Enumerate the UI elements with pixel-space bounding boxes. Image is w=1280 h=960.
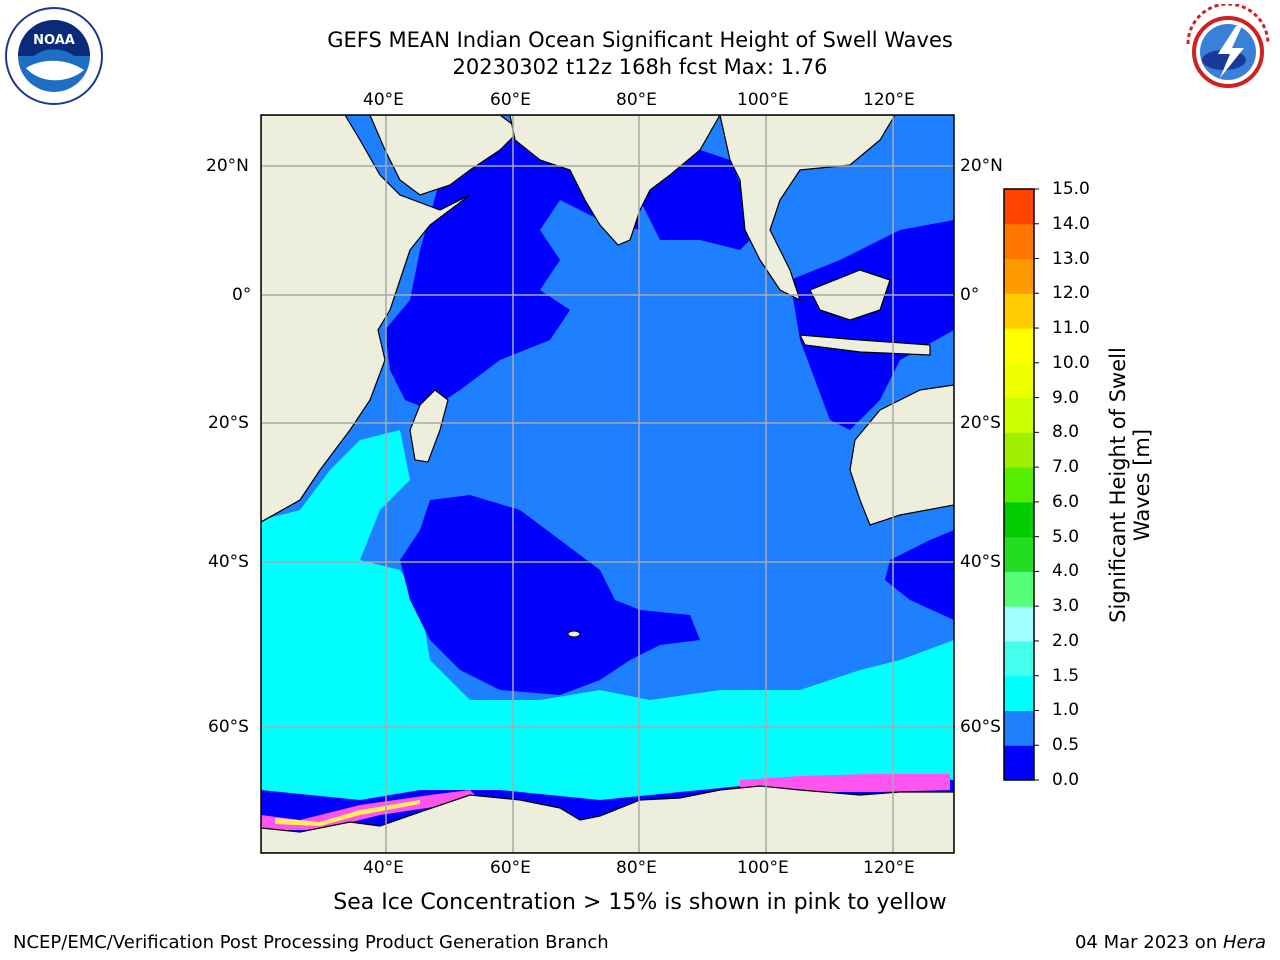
colorbar-segment (1004, 362, 1034, 399)
lon-label-bottom-40e: 40°E (363, 858, 404, 878)
colorbar-tick-label: 2.0 (1052, 630, 1080, 651)
colorbar-segment (1004, 258, 1034, 294)
land-africa (261, 115, 471, 523)
colorbar-tick-label: 7.0 (1052, 457, 1080, 478)
colorbar-tick-label: 3.0 (1052, 596, 1080, 617)
colorbar-tick-label: 5.0 (1052, 526, 1080, 547)
land-antarctica (261, 785, 954, 853)
colorbar-tick-label: 0.5 (1052, 735, 1080, 756)
land-se-asia (719, 115, 896, 302)
lat-label-left-60s: 60°S (208, 717, 249, 737)
colorbar-segment (1004, 606, 1034, 642)
colorbar-tick-label: 14.0 (1052, 213, 1090, 234)
colorbar-segment (1004, 640, 1034, 677)
lat-label-right-20n: 20°N (960, 156, 1003, 176)
swell-field (261, 115, 954, 853)
footer-machine: Hera (1222, 932, 1266, 953)
colorbar-segment (1004, 745, 1034, 781)
colorbar-tick-label: 13.0 (1052, 248, 1090, 269)
lon-label-top-40e: 40°E (363, 90, 404, 110)
colorbar-tick-label: 12.0 (1052, 283, 1090, 304)
colorbar-tick-label: 8.0 (1052, 422, 1080, 443)
colorbar-segment (1004, 223, 1034, 260)
lat-label-right-40s: 40°S (960, 552, 1001, 572)
colorbar-segment (1004, 397, 1034, 433)
lon-label-top-80e: 80°E (616, 90, 657, 110)
lon-label-top-100e: 100°E (737, 90, 789, 110)
colorbar-tick-label: 0.0 (1052, 770, 1080, 790)
land-australia (849, 384, 954, 526)
colorbar-tick-label: 1.5 (1052, 665, 1080, 686)
colorbar-segment (1004, 675, 1034, 711)
colorbar-frame (1003, 188, 1035, 781)
footer-branch: NCEP/EMC/Verification Post Processing Pr… (13, 932, 609, 953)
colorbar (1003, 188, 1039, 781)
ocean-deep-east (790, 220, 954, 430)
colorbar-label-line2: Waves [m] (1130, 428, 1154, 542)
colorbar-label-line1: Significant Height of Swell (1106, 347, 1130, 623)
lat-label-right-0: 0° (960, 285, 980, 305)
land-arabia (369, 115, 521, 196)
lat-label-right-20s: 20°S (960, 413, 1001, 433)
graticule (261, 115, 954, 853)
colorbar-segment (1004, 467, 1034, 503)
map-subtitle: 20230302 t12z 168h fcst Max: 1.76 (452, 55, 828, 79)
colorbar-segment (1004, 501, 1034, 538)
lat-label-right-60s: 60°S (960, 717, 1001, 737)
lat-label-left-20n: 20°N (206, 156, 249, 176)
colorbar-tick-label: 15.0 (1052, 179, 1090, 199)
ocean-deep-east-south (885, 530, 954, 620)
noaa-logo: NOAA (4, 6, 104, 106)
land-madagascar (409, 389, 449, 463)
footer-date-text: 04 Mar 2023 on (1074, 932, 1223, 953)
lat-label-left-20s: 20°S (208, 413, 249, 433)
noaa-logo-text: NOAA (33, 33, 75, 48)
lat-label-left-0: 0° (232, 285, 252, 305)
colorbar-segment (1004, 189, 1034, 225)
ocean-cyan-region (261, 430, 954, 853)
lon-label-bottom-60e: 60°E (490, 858, 531, 878)
colorbar-segment (1004, 293, 1034, 329)
colorbar-segment (1004, 571, 1034, 607)
lon-label-bottom-80e: 80°E (616, 858, 657, 878)
colorbar-tick-label: 6.0 (1052, 491, 1080, 512)
colorbar-tick-label: 10.0 (1052, 352, 1090, 373)
colorbar-segment (1004, 536, 1034, 572)
lon-label-bottom-100e: 100°E (737, 858, 789, 878)
map-title: GEFS MEAN Indian Ocean Significant Heigh… (327, 28, 953, 52)
colorbar-tick-label: 9.0 (1052, 387, 1080, 408)
lat-label-left-40s: 40°S (208, 552, 249, 572)
map-frame (260, 114, 955, 854)
nws-logo (1178, 2, 1278, 104)
lon-label-top-120e: 120°E (863, 90, 915, 110)
footer-date: 04 Mar 2023 on Hera (1075, 932, 1266, 954)
land-india (509, 115, 721, 246)
sea-ice-caption: Sea Ice Concentration > 15% is shown in … (333, 890, 947, 915)
colorbar-segment (1004, 328, 1034, 364)
ocean-deep-gyre (400, 495, 700, 695)
colorbar-segment (1004, 432, 1034, 468)
colorbar-tick-label: 11.0 (1052, 318, 1090, 339)
lon-label-top-60e: 60°E (490, 90, 531, 110)
colorbar-segment (1004, 710, 1034, 746)
lon-label-bottom-120e: 120°E (863, 858, 915, 878)
colorbar-tick-label: 1.0 (1052, 700, 1080, 721)
colorbar-tick-label: 4.0 (1052, 561, 1080, 582)
